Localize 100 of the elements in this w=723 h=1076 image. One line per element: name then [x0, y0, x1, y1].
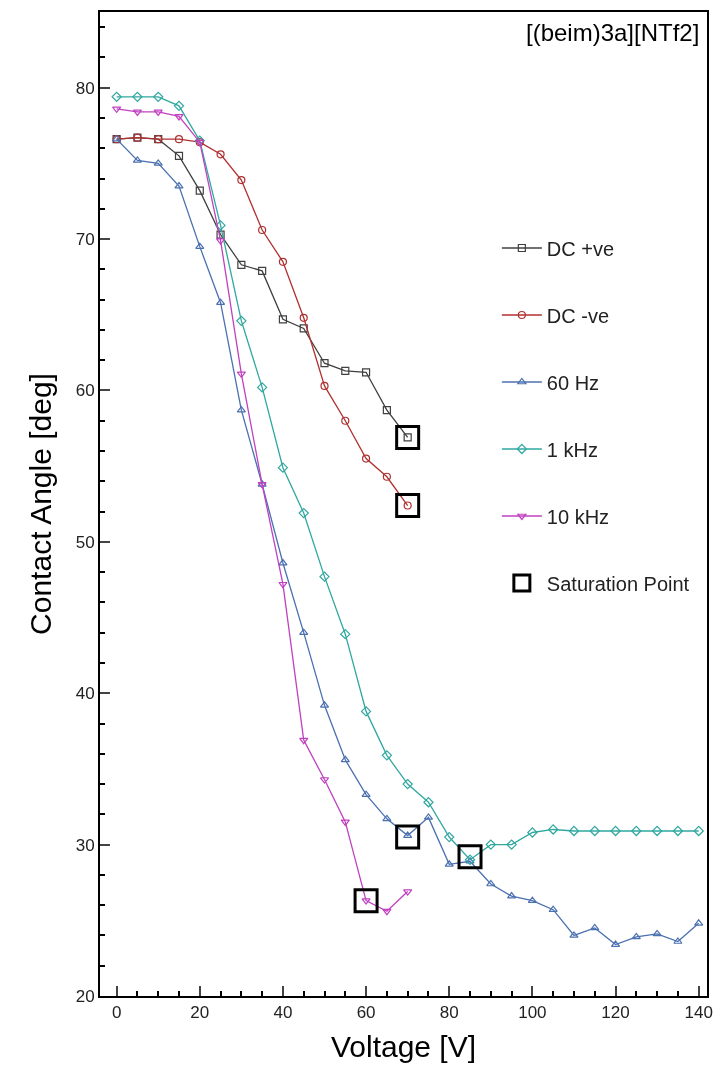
point — [361, 368, 371, 377]
point — [195, 186, 204, 195]
point — [631, 932, 641, 940]
point — [569, 931, 579, 938]
x-tick-label: 0 — [111, 1003, 122, 1023]
point — [236, 315, 247, 326]
point — [353, 888, 379, 914]
point — [258, 225, 267, 235]
point — [195, 242, 205, 249]
point — [382, 908, 392, 916]
point — [299, 628, 309, 636]
point — [382, 814, 392, 822]
point — [278, 315, 288, 324]
point — [361, 454, 371, 463]
point — [548, 824, 559, 835]
point — [395, 424, 421, 450]
point — [360, 706, 372, 717]
legend-label: DC +ve — [546, 237, 615, 260]
point — [256, 382, 268, 393]
x-tick-label: 140 — [684, 1003, 713, 1023]
point — [381, 750, 393, 761]
x-tick-label: 100 — [518, 1003, 547, 1023]
point — [173, 100, 185, 112]
point — [277, 462, 289, 473]
x-tick-label: 60 — [356, 1003, 376, 1023]
y-tick-label: 30 — [75, 835, 95, 855]
y-tick-label: 80 — [75, 78, 95, 98]
x-tick-label: 80 — [439, 1003, 459, 1023]
point — [382, 472, 391, 481]
point — [568, 825, 580, 837]
point — [610, 825, 621, 837]
point — [527, 827, 538, 838]
point — [548, 905, 558, 913]
point — [340, 819, 350, 827]
point — [395, 493, 421, 519]
point — [485, 839, 496, 850]
point — [423, 797, 434, 808]
x-tick-label: 120 — [601, 1003, 630, 1023]
point — [258, 266, 267, 275]
point — [299, 737, 309, 745]
point — [298, 507, 309, 519]
point — [153, 91, 164, 102]
point — [486, 879, 496, 887]
point — [153, 159, 163, 166]
point — [673, 937, 683, 944]
point — [652, 929, 662, 937]
point — [236, 406, 246, 413]
x-axis-title: Voltage [V] — [330, 1030, 477, 1064]
x-tick-label: 40 — [273, 1003, 293, 1023]
legend-label: Saturation Point — [546, 572, 690, 595]
point — [341, 366, 350, 375]
point — [215, 298, 226, 306]
point — [444, 860, 454, 867]
point — [237, 175, 246, 185]
point — [132, 109, 143, 117]
point — [174, 114, 184, 121]
point — [216, 230, 225, 239]
point — [299, 313, 308, 322]
x-tick-label: 20 — [190, 1003, 210, 1023]
point — [444, 831, 455, 843]
point — [320, 381, 329, 391]
point — [395, 824, 421, 850]
point — [299, 324, 308, 333]
point — [631, 825, 642, 837]
point — [174, 151, 184, 160]
point — [174, 181, 184, 189]
point — [403, 889, 413, 896]
point — [382, 406, 391, 415]
legend-label: 60 Hz — [546, 371, 600, 394]
point — [457, 844, 483, 870]
y-tick-label: 40 — [75, 684, 95, 704]
point — [693, 825, 704, 837]
point — [174, 135, 184, 144]
y-tick-label: 60 — [75, 381, 95, 401]
point — [278, 257, 288, 266]
point — [694, 919, 704, 926]
point — [341, 416, 350, 425]
point — [132, 91, 143, 102]
point — [216, 150, 225, 159]
y-tick-label: 70 — [75, 230, 95, 250]
legend-label: 1 kHz — [546, 438, 598, 461]
legend-label: DC -ve — [546, 304, 610, 327]
point — [506, 891, 517, 899]
point — [340, 629, 351, 640]
point — [361, 790, 371, 798]
point — [506, 839, 517, 850]
point — [215, 220, 226, 231]
y-tick-label: 20 — [75, 986, 95, 1006]
point — [320, 359, 329, 368]
point — [236, 371, 246, 378]
point — [237, 260, 246, 269]
y-axis-title: Contact Angle [deg] — [24, 373, 58, 635]
point — [651, 825, 663, 837]
point — [402, 778, 413, 790]
point — [278, 581, 288, 589]
point — [340, 755, 350, 763]
point — [319, 571, 330, 582]
point — [278, 558, 288, 566]
point — [153, 109, 163, 117]
legend-label: 10 kHz — [546, 505, 610, 528]
